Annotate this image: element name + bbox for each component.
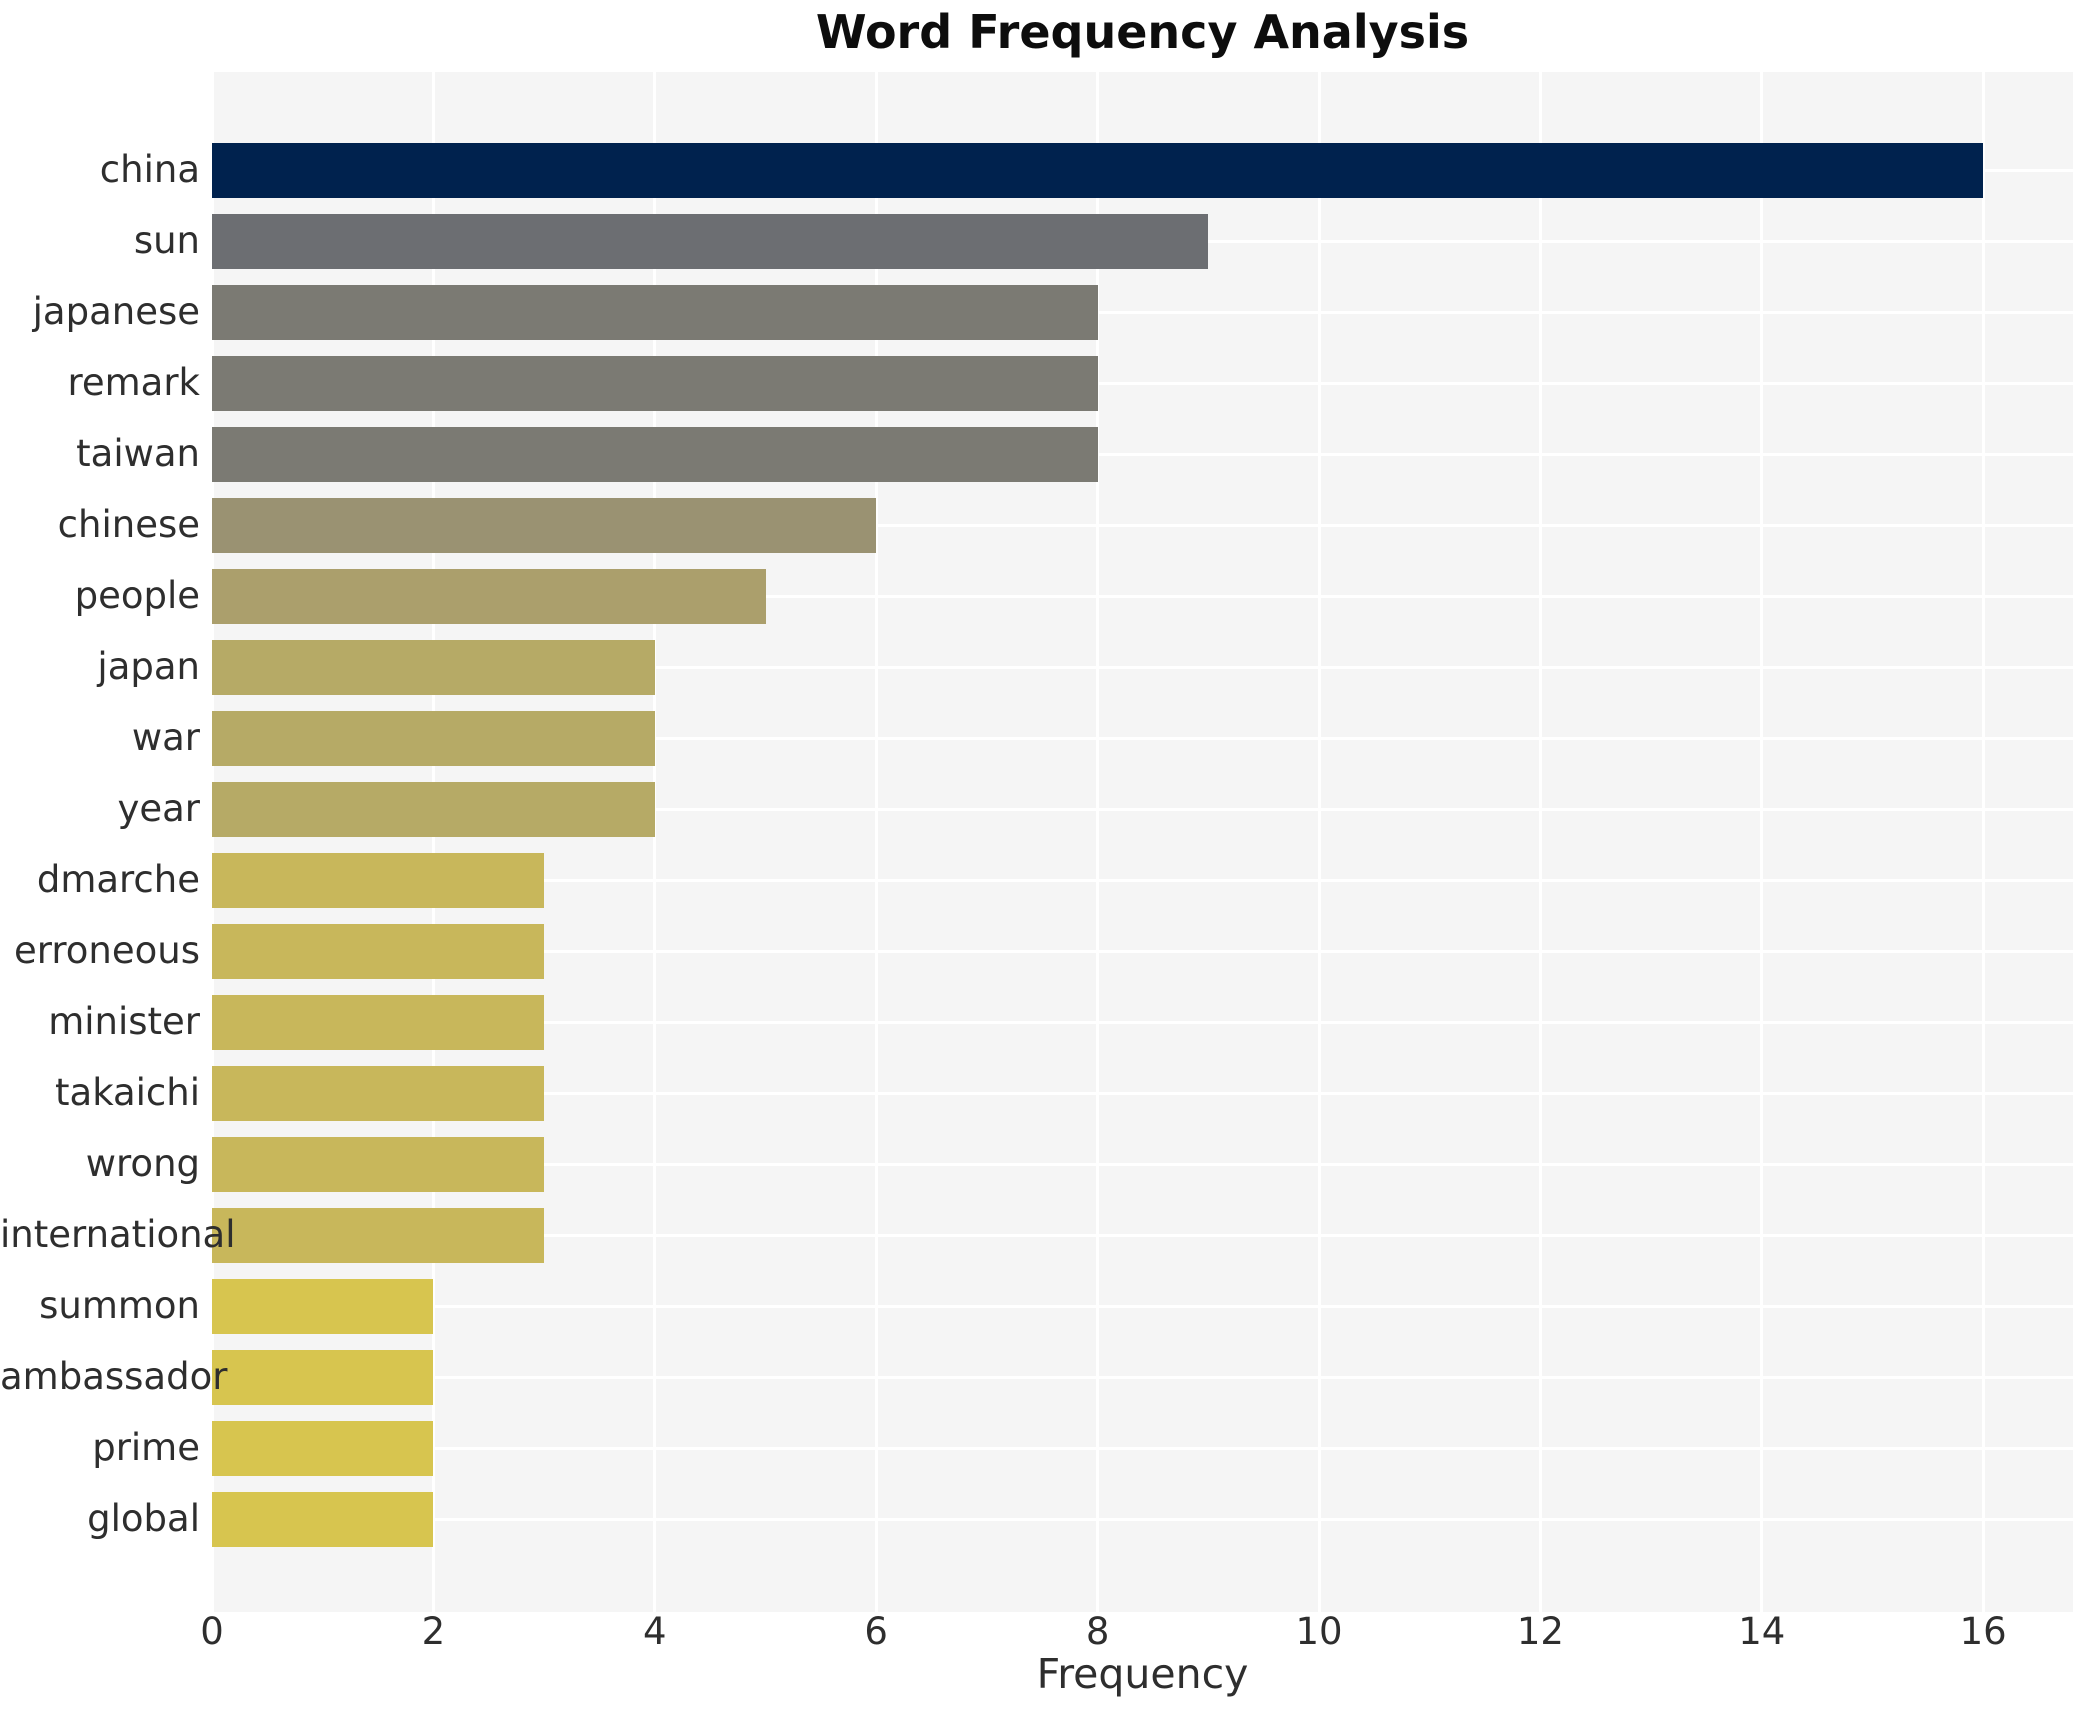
bar-war: [212, 710, 655, 766]
category-label-japanese: japanese: [32, 290, 200, 333]
bar-global: [212, 1491, 434, 1547]
x-tick-label-0: 0: [200, 1610, 224, 1653]
bar-prime: [212, 1420, 434, 1476]
horizontal-gridline: [212, 523, 2073, 527]
category-label-ambassador: ambassador: [0, 1355, 228, 1398]
bar-taiwan: [212, 426, 1098, 482]
bar-china: [212, 142, 1984, 198]
x-tick-label-6: 6: [864, 1610, 888, 1653]
horizontal-gridline: [212, 594, 2073, 598]
horizontal-gridline: [212, 736, 2073, 740]
category-label-taiwan: taiwan: [76, 432, 200, 475]
bar-people: [212, 568, 766, 624]
bar-dmarche: [212, 852, 545, 908]
vertical-gridline: [1981, 72, 1985, 1612]
bar-sun: [212, 213, 1209, 269]
bar-erroneous: [212, 923, 545, 979]
x-tick-label-4: 4: [643, 1610, 667, 1653]
horizontal-gridline: [212, 1446, 2073, 1450]
bar-year: [212, 781, 655, 837]
category-label-chinese: chinese: [57, 503, 200, 546]
category-label-global: global: [87, 1497, 200, 1540]
plot-area: [210, 72, 2073, 1612]
category-label-war: war: [131, 716, 200, 759]
bar-chinese: [212, 497, 877, 553]
bar-wrong: [212, 1136, 545, 1192]
bar-japan: [212, 639, 655, 695]
category-label-takaichi: takaichi: [55, 1071, 200, 1114]
vertical-gridline: [431, 72, 435, 1612]
category-label-wrong: wrong: [85, 1142, 200, 1185]
category-label-remark: remark: [67, 361, 200, 404]
category-label-dmarche: dmarche: [36, 858, 200, 901]
horizontal-gridline: [212, 310, 2073, 314]
category-label-people: people: [74, 574, 200, 617]
category-label-prime: prime: [92, 1426, 200, 1469]
horizontal-gridline: [212, 1233, 2073, 1237]
bar-international: [212, 1207, 545, 1263]
vertical-gridline: [1538, 72, 1542, 1612]
horizontal-gridline: [212, 452, 2073, 456]
x-axis-label: Frequency: [1036, 1650, 1249, 1698]
chart-title: Word Frequency Analysis: [815, 5, 1470, 59]
horizontal-gridline: [212, 1517, 2073, 1521]
bar-summon: [212, 1278, 434, 1334]
vertical-gridline: [1760, 72, 1764, 1612]
vertical-gridline: [1096, 72, 1100, 1612]
category-label-china: china: [99, 148, 200, 191]
horizontal-gridline: [212, 1020, 2073, 1024]
category-label-japan: japan: [97, 645, 200, 688]
bar-ambassador: [212, 1349, 434, 1405]
bar-takaichi: [212, 1065, 545, 1121]
horizontal-gridline: [212, 807, 2073, 811]
x-tick-label-10: 10: [1295, 1610, 1343, 1653]
horizontal-gridline: [212, 665, 2073, 669]
x-tick-label-2: 2: [421, 1610, 446, 1653]
category-label-minister: minister: [48, 1000, 200, 1043]
horizontal-gridline: [212, 949, 2073, 953]
category-label-year: year: [117, 787, 200, 830]
category-label-erroneous: erroneous: [14, 929, 200, 972]
bar-remark: [212, 355, 1098, 411]
horizontal-gridline: [212, 1304, 2073, 1308]
vertical-gridline: [874, 72, 878, 1612]
horizontal-gridline: [212, 878, 2073, 882]
x-tick-label-8: 8: [1085, 1610, 1110, 1653]
x-tick-label-16: 16: [1959, 1610, 2007, 1653]
category-label-summon: summon: [39, 1284, 200, 1327]
vertical-gridline: [1317, 72, 1321, 1612]
horizontal-gridline: [212, 1162, 2073, 1166]
category-label-sun: sun: [133, 219, 200, 262]
horizontal-gridline: [212, 381, 2073, 385]
vertical-gridline: [653, 72, 657, 1612]
horizontal-gridline: [212, 1375, 2073, 1379]
x-tick-label-14: 14: [1738, 1610, 1786, 1653]
x-tick-label-12: 12: [1516, 1610, 1564, 1653]
vertical-gridline: [210, 72, 214, 1612]
category-label-international: international: [0, 1213, 236, 1256]
bar-minister: [212, 994, 545, 1050]
horizontal-gridline: [212, 1091, 2073, 1095]
bar-japanese: [212, 284, 1098, 340]
